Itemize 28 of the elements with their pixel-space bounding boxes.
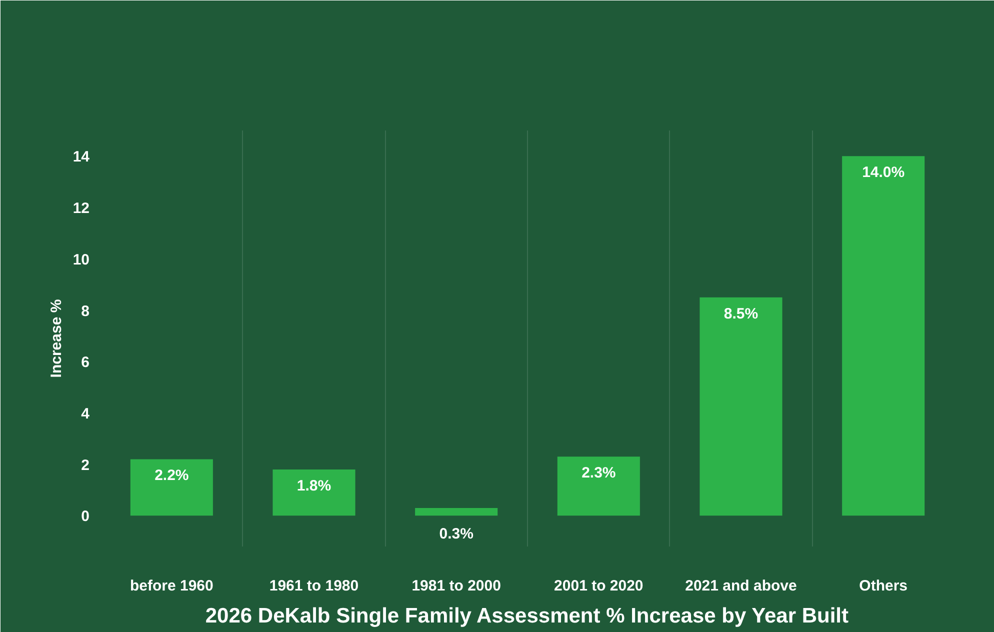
data-label: 8.5%	[724, 305, 758, 322]
data-label: 2.3%	[582, 464, 616, 482]
data-label: 14.0%	[862, 164, 905, 182]
y-tick-label: 14	[72, 148, 90, 166]
bar	[557, 456, 640, 516]
x-tick-label: 1961 to 1980	[269, 578, 359, 594]
bar	[700, 297, 782, 516]
x-tick-label: 2021 and above	[685, 578, 797, 594]
y-tick-label: 12	[72, 200, 90, 218]
text: 2026 DeKalb Single Family Assessment % Increase by Year Built	[205, 604, 848, 628]
x-tick-label: before 1960	[130, 578, 214, 594]
x-tick-label: 1981 to 2000	[412, 578, 501, 594]
y-tick-label: 10	[72, 251, 90, 268]
data-label: 0.3%	[439, 526, 474, 543]
bar	[415, 508, 498, 516]
bar	[842, 156, 925, 516]
x-tick-label: 2001 to 2020	[554, 578, 644, 594]
y-tick-label: 8	[81, 302, 90, 320]
y-tick-label: 0	[81, 508, 90, 526]
bar	[272, 469, 356, 516]
x-tick-label: Others	[859, 578, 908, 594]
data-label: 1.8%	[296, 477, 332, 494]
y-tick-label: 6	[81, 354, 90, 372]
y-axis-title: Increase %	[48, 299, 65, 378]
y-tick-label: 2	[81, 456, 90, 474]
bar	[130, 459, 213, 516]
data-label: 2.2%	[154, 467, 189, 484]
y-tick-label: 4	[81, 405, 90, 422]
